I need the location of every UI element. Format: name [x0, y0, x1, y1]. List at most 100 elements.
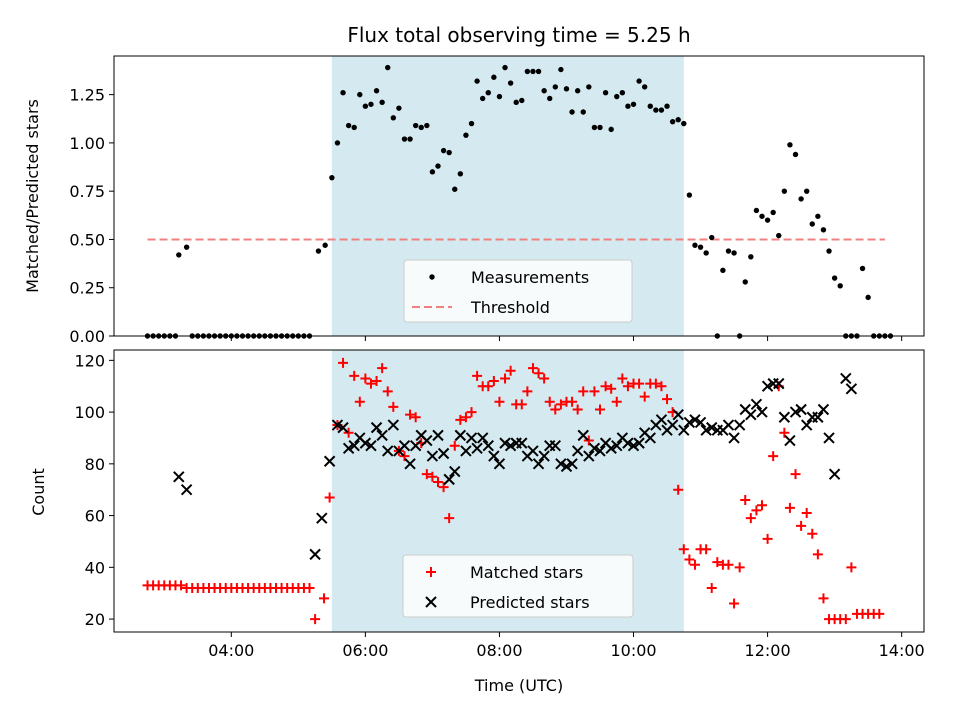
measurement-point — [815, 213, 821, 219]
measurement-point — [351, 124, 357, 131]
predicted-star-point — [359, 437, 372, 449]
measurement-point — [541, 88, 547, 94]
matched-star-point — [779, 427, 790, 438]
matched-star-point — [365, 378, 376, 389]
predicted-star-point — [789, 406, 802, 418]
predicted-star-point — [398, 440, 411, 452]
matched-star-point — [421, 469, 432, 480]
measurement-point — [418, 124, 424, 131]
predicted-star-point — [694, 416, 707, 429]
measurement-point — [602, 89, 609, 96]
matched-star-point — [611, 396, 622, 407]
matched-star-point — [382, 386, 393, 397]
measurement-point — [340, 89, 346, 96]
predicted-star-point — [437, 447, 450, 460]
matched-star-point — [319, 593, 330, 604]
measurement-point — [368, 101, 374, 107]
predicted-star-point — [449, 465, 461, 478]
matched-star-point — [745, 513, 756, 524]
predicted-star-point — [795, 403, 807, 416]
bottom-y-axis-label: Count — [29, 468, 48, 516]
matched-star-point — [410, 412, 421, 423]
measurement-point — [625, 103, 631, 109]
matched-star-point — [324, 492, 335, 503]
matched-star-point — [662, 394, 673, 405]
predicted-star-point — [370, 421, 383, 434]
matched-star-point — [505, 365, 516, 376]
measurement-point — [865, 294, 871, 301]
predicted-star-point — [750, 398, 763, 411]
measurement-point — [407, 136, 413, 142]
matched-star-point — [757, 500, 767, 511]
predicted-star-point — [728, 432, 740, 444]
measurement-point — [507, 80, 514, 86]
matched-star-point — [762, 533, 773, 544]
measurement-point — [619, 89, 626, 96]
predicted-star-point — [627, 440, 640, 452]
measurement-point — [479, 95, 486, 102]
measurement-point — [457, 171, 464, 177]
x-tick-label: 04:00 — [208, 641, 254, 660]
matched-star-point — [712, 557, 723, 568]
matched-star-point — [343, 427, 354, 438]
predicted-star-point — [577, 429, 589, 442]
measurement-point — [787, 142, 793, 148]
measurement-point — [792, 151, 799, 158]
measurement-point — [322, 242, 328, 248]
measurement-point — [591, 124, 598, 131]
matched-star-point — [818, 593, 829, 604]
measurement-point — [697, 244, 704, 250]
measurement-point — [463, 132, 469, 138]
measurement-point — [686, 192, 693, 198]
predicted-star-point — [482, 440, 494, 452]
measurement-point — [530, 68, 536, 75]
measurement-point — [513, 99, 519, 106]
y-tick-label: 0.00 — [69, 327, 105, 346]
measurement-point — [837, 283, 843, 289]
matched-star-point — [807, 528, 818, 539]
predicted-star-point — [337, 421, 349, 434]
measurement-point — [630, 101, 637, 107]
matched-star-point — [399, 451, 410, 462]
predicted-star-point — [840, 372, 852, 385]
predicted-star-point — [532, 458, 545, 470]
predicted-star-point — [611, 440, 623, 452]
matched-star-point — [751, 505, 762, 516]
predicted-star-point — [605, 442, 617, 455]
y-tick-label: 0.50 — [69, 230, 105, 249]
measurement-point — [357, 91, 363, 98]
measurement-point — [753, 207, 760, 214]
measurement-point — [731, 250, 737, 256]
measurement-point — [586, 84, 592, 90]
predicted-star-point — [583, 450, 595, 462]
x-tick-label: 06:00 — [342, 641, 388, 660]
matched-star-point — [729, 598, 740, 609]
predicted-star-point — [555, 458, 567, 470]
predicted-star-point — [571, 445, 584, 457]
matched-star-point — [812, 549, 823, 560]
matched-star-point — [360, 373, 371, 384]
measurement-point — [597, 124, 603, 131]
matched-star-point — [466, 407, 477, 418]
matched-star-point — [678, 544, 689, 555]
legend-label: Measurements — [471, 268, 589, 287]
matched-star-point — [673, 484, 684, 495]
measurement-point — [681, 120, 687, 127]
predicted-star-point — [516, 437, 528, 449]
measurement-point — [519, 97, 525, 104]
measurement-point — [547, 95, 553, 102]
predicted-star-point — [812, 411, 824, 423]
predicted-star-point — [800, 419, 813, 431]
measurement-point — [720, 267, 726, 274]
matched-star-point — [516, 399, 527, 410]
measurement-point — [373, 88, 380, 94]
matched-star-point — [550, 404, 561, 415]
matched-star-point — [433, 476, 443, 487]
measurement-point — [396, 105, 402, 111]
predicted-star-point — [756, 406, 768, 418]
matched-star-point — [740, 495, 751, 506]
measurement-point — [334, 140, 341, 146]
predicted-star-point — [678, 424, 690, 436]
matched-star-point — [589, 386, 600, 397]
predicted-star-point — [828, 468, 841, 480]
